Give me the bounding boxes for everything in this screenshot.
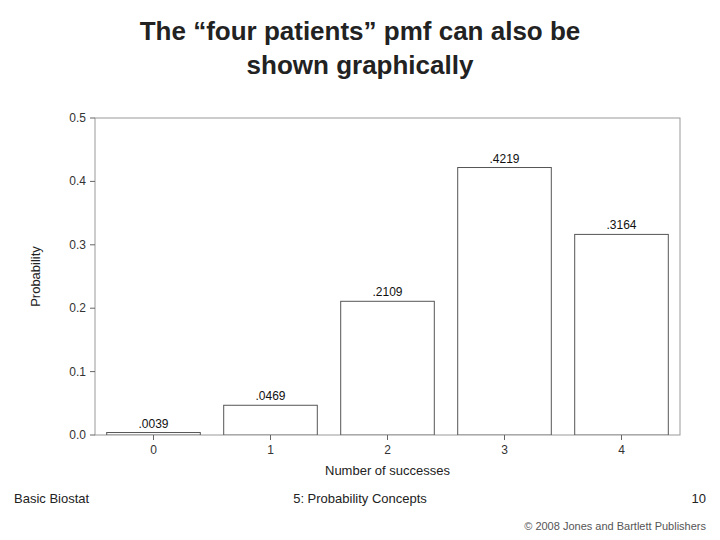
background [0,0,720,540]
y-tick [90,371,95,372]
x-tick [387,435,388,440]
x-tick [153,435,154,440]
x-tick [621,435,622,440]
data-label: .4219 [489,152,519,166]
title: The “four patients” pmf can also be [140,16,581,46]
footer-annotation: © 2008 Jones and Bartlett Publishers [524,520,706,532]
x-tick-label: 0 [150,443,157,457]
bars [107,168,669,435]
chart: The “four patients” pmf can also be shown… [0,0,720,540]
y-tick [90,118,95,119]
x-tick-label: 3 [501,443,508,457]
data-label: .2109 [372,285,402,299]
y-tick-label: 0.3 [69,238,86,252]
bar [458,168,552,435]
x-tick [270,435,271,440]
footer-annotation: 5: Probability Concepts [293,491,427,506]
y-tick [90,244,95,245]
data-label: .0039 [138,417,168,431]
y-tick [90,181,95,182]
y-tick-label: 0.1 [69,365,86,379]
bar [224,405,318,435]
bar [107,433,201,435]
title: shown graphically [247,50,474,80]
x-axis-label: Number of successes [325,463,450,478]
footer-annotation: 10 [692,491,706,506]
x-tick [504,435,505,440]
y-tick [90,435,95,436]
footer-annotation: Basic Biostat [14,491,90,506]
bar [575,234,669,435]
x-tick-label: 4 [618,443,625,457]
y-tick-label: 0.2 [69,301,86,315]
data-label: .3164 [606,218,636,232]
bar [341,301,435,435]
x-tick-label: 2 [384,443,391,457]
plot-frame [95,118,680,435]
y-axis-label: Probability [28,246,43,307]
x-tick-label: 1 [267,443,274,457]
y-tick [90,308,95,309]
y-tick-label: 0.4 [69,174,86,188]
y-tick-label: 0.5 [69,111,86,125]
y-tick-label: 0.0 [69,428,86,442]
data-label: .0469 [255,389,285,403]
